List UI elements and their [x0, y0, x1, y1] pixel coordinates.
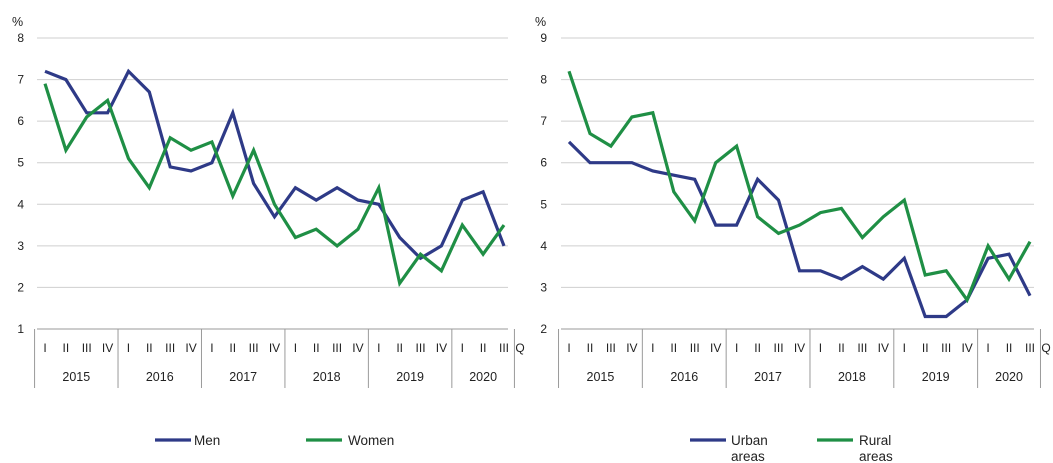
x-tick-label: II [670, 341, 677, 355]
x-tick-label: III [416, 341, 426, 355]
y-tick-label: 8 [17, 31, 24, 45]
year-label: 2018 [313, 370, 341, 384]
x-tick-label: III [774, 341, 784, 355]
x-tick-label: II [754, 341, 761, 355]
y-tick-label: 7 [540, 114, 547, 128]
x-tick-label: II [63, 341, 70, 355]
x-tick-label: I [461, 341, 464, 355]
year-label: 2015 [62, 370, 90, 384]
y-axis-unit: % [535, 15, 546, 29]
x-tick-label: III [332, 341, 342, 355]
series-line-women [43, 83, 506, 288]
x-tick-label: IV [626, 341, 637, 355]
year-label: 2016 [670, 370, 698, 384]
x-tick-label: I [903, 341, 906, 355]
legend-label-rural-areas: Rural areas [859, 433, 893, 463]
x-tick-label: I [210, 341, 213, 355]
y-tick-label: 2 [17, 280, 24, 294]
x-axis-suffix: Q [1041, 341, 1050, 355]
x-tick-label: IV [436, 341, 447, 355]
x-tick-label: III [690, 341, 700, 355]
x-tick-label: IV [710, 341, 721, 355]
x-tick-label: II [146, 341, 153, 355]
x-tick-label: III [165, 341, 175, 355]
x-tick-label: III [249, 341, 259, 355]
y-tick-label: 4 [17, 197, 24, 211]
y-tick-label: 4 [540, 239, 547, 253]
x-tick-label: I [377, 341, 380, 355]
year-label: 2015 [587, 370, 615, 384]
x-tick-label: IV [961, 341, 972, 355]
y-tick-label: 5 [540, 197, 547, 211]
x-tick-label: IV [102, 341, 113, 355]
y-tick-label: 9 [540, 31, 547, 45]
y-tick-label: 3 [17, 239, 24, 253]
x-tick-label: IV [352, 341, 363, 355]
y-axis-unit: % [12, 15, 23, 29]
legend-label-women: Women [348, 433, 394, 448]
y-tick-label: 3 [540, 280, 547, 294]
x-tick-label: III [857, 341, 867, 355]
x-tick-label: III [606, 341, 616, 355]
x-tick-label: IV [185, 341, 196, 355]
x-axis-suffix: Q [515, 341, 524, 355]
x-tick-label: I [294, 341, 297, 355]
x-tick-label: II [480, 341, 487, 355]
x-tick-label: III [941, 341, 951, 355]
legend-label-urban-areas: Urban areas [731, 433, 768, 463]
year-label: 2019 [922, 370, 950, 384]
x-tick-label: II [587, 341, 594, 355]
x-tick-label: II [922, 341, 929, 355]
x-tick-label: II [229, 341, 236, 355]
x-tick-label: IV [878, 341, 889, 355]
y-tick-label: 1 [17, 322, 24, 336]
year-label: 2016 [146, 370, 174, 384]
series-line-men [44, 68, 506, 261]
series-line-urban-areas [567, 140, 1032, 319]
x-tick-label: I [986, 341, 989, 355]
x-tick-label: III [499, 341, 509, 355]
x-tick-label: I [567, 341, 570, 355]
x-tick-label: I [127, 341, 130, 355]
y-tick-label: 6 [540, 156, 547, 170]
x-tick-label: II [1006, 341, 1013, 355]
x-tick-label: I [43, 341, 46, 355]
year-label: 2017 [754, 370, 782, 384]
x-tick-label: II [313, 341, 320, 355]
x-tick-label: III [1025, 341, 1035, 355]
y-tick-label: 5 [17, 156, 24, 170]
series-line-rural-areas [567, 70, 1032, 304]
year-label: 2017 [229, 370, 257, 384]
year-label: 2018 [838, 370, 866, 384]
x-tick-label: I [735, 341, 738, 355]
year-label: 2019 [396, 370, 424, 384]
x-tick-label: I [819, 341, 822, 355]
x-tick-label: IV [269, 341, 280, 355]
year-label: 2020 [469, 370, 497, 384]
x-tick-label: I [651, 341, 654, 355]
legend-label-men: Men [194, 433, 220, 448]
y-tick-label: 8 [540, 73, 547, 87]
y-tick-label: 2 [540, 322, 547, 336]
y-tick-label: 7 [17, 73, 24, 87]
y-tick-label: 6 [17, 114, 24, 128]
year-label: 2020 [995, 370, 1023, 384]
x-tick-label: III [82, 341, 92, 355]
x-tick-label: IV [794, 341, 805, 355]
x-tick-label: II [396, 341, 403, 355]
x-tick-label: II [838, 341, 845, 355]
